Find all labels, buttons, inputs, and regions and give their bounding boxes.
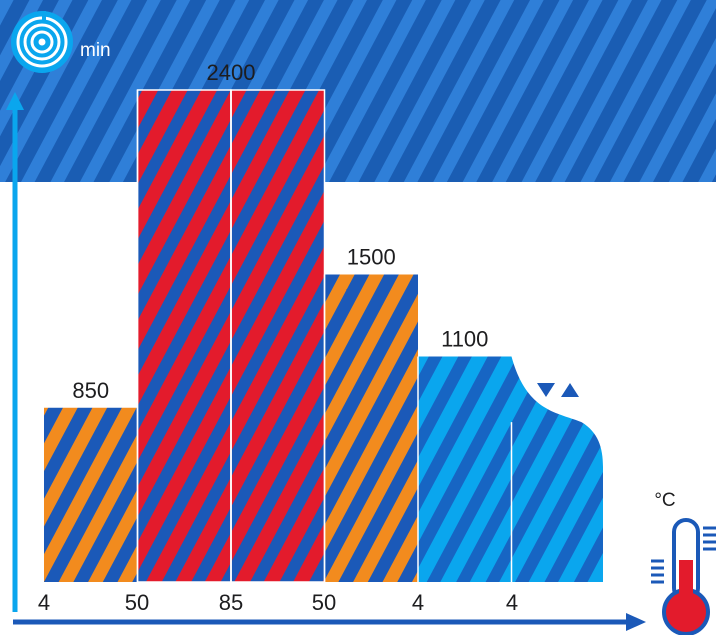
bar-6 bbox=[511, 356, 603, 582]
x-tick-label: 85 bbox=[219, 590, 243, 615]
bar-2 bbox=[137, 90, 231, 582]
value-label-4: 1500 bbox=[347, 245, 396, 270]
bar-5 bbox=[418, 356, 512, 582]
x-unit-label: °C bbox=[654, 490, 675, 511]
y-axis bbox=[6, 92, 24, 612]
value-label-1: 850 bbox=[72, 378, 109, 403]
bar-3 bbox=[231, 90, 325, 582]
y-axis-arrow-icon bbox=[6, 92, 24, 110]
thermometer-icon bbox=[651, 518, 716, 635]
value-labels-group: 850 2400 1500 1100 bbox=[72, 60, 488, 403]
bars-group bbox=[44, 90, 603, 582]
clock-icon bbox=[11, 11, 73, 73]
value-label-2: 2400 bbox=[207, 60, 256, 85]
tick-labels-group: 4 50 85 50 4 4 bbox=[38, 590, 518, 615]
y-unit-label: min bbox=[80, 40, 111, 61]
down-up-triangles-icon bbox=[537, 383, 579, 397]
bar-4 bbox=[324, 274, 418, 582]
x-tick-label: 50 bbox=[125, 590, 149, 615]
dividers-group bbox=[136, 89, 513, 583]
x-tick-label: 4 bbox=[412, 590, 424, 615]
bar-1 bbox=[44, 407, 138, 582]
x-axis bbox=[13, 613, 646, 631]
x-tick-label: 50 bbox=[312, 590, 336, 615]
top-band bbox=[0, 0, 716, 182]
x-tick-label: 4 bbox=[506, 590, 518, 615]
value-label-5: 1100 bbox=[441, 327, 488, 352]
x-axis-arrow-icon bbox=[626, 613, 646, 631]
x-tick-label: 4 bbox=[38, 590, 50, 615]
